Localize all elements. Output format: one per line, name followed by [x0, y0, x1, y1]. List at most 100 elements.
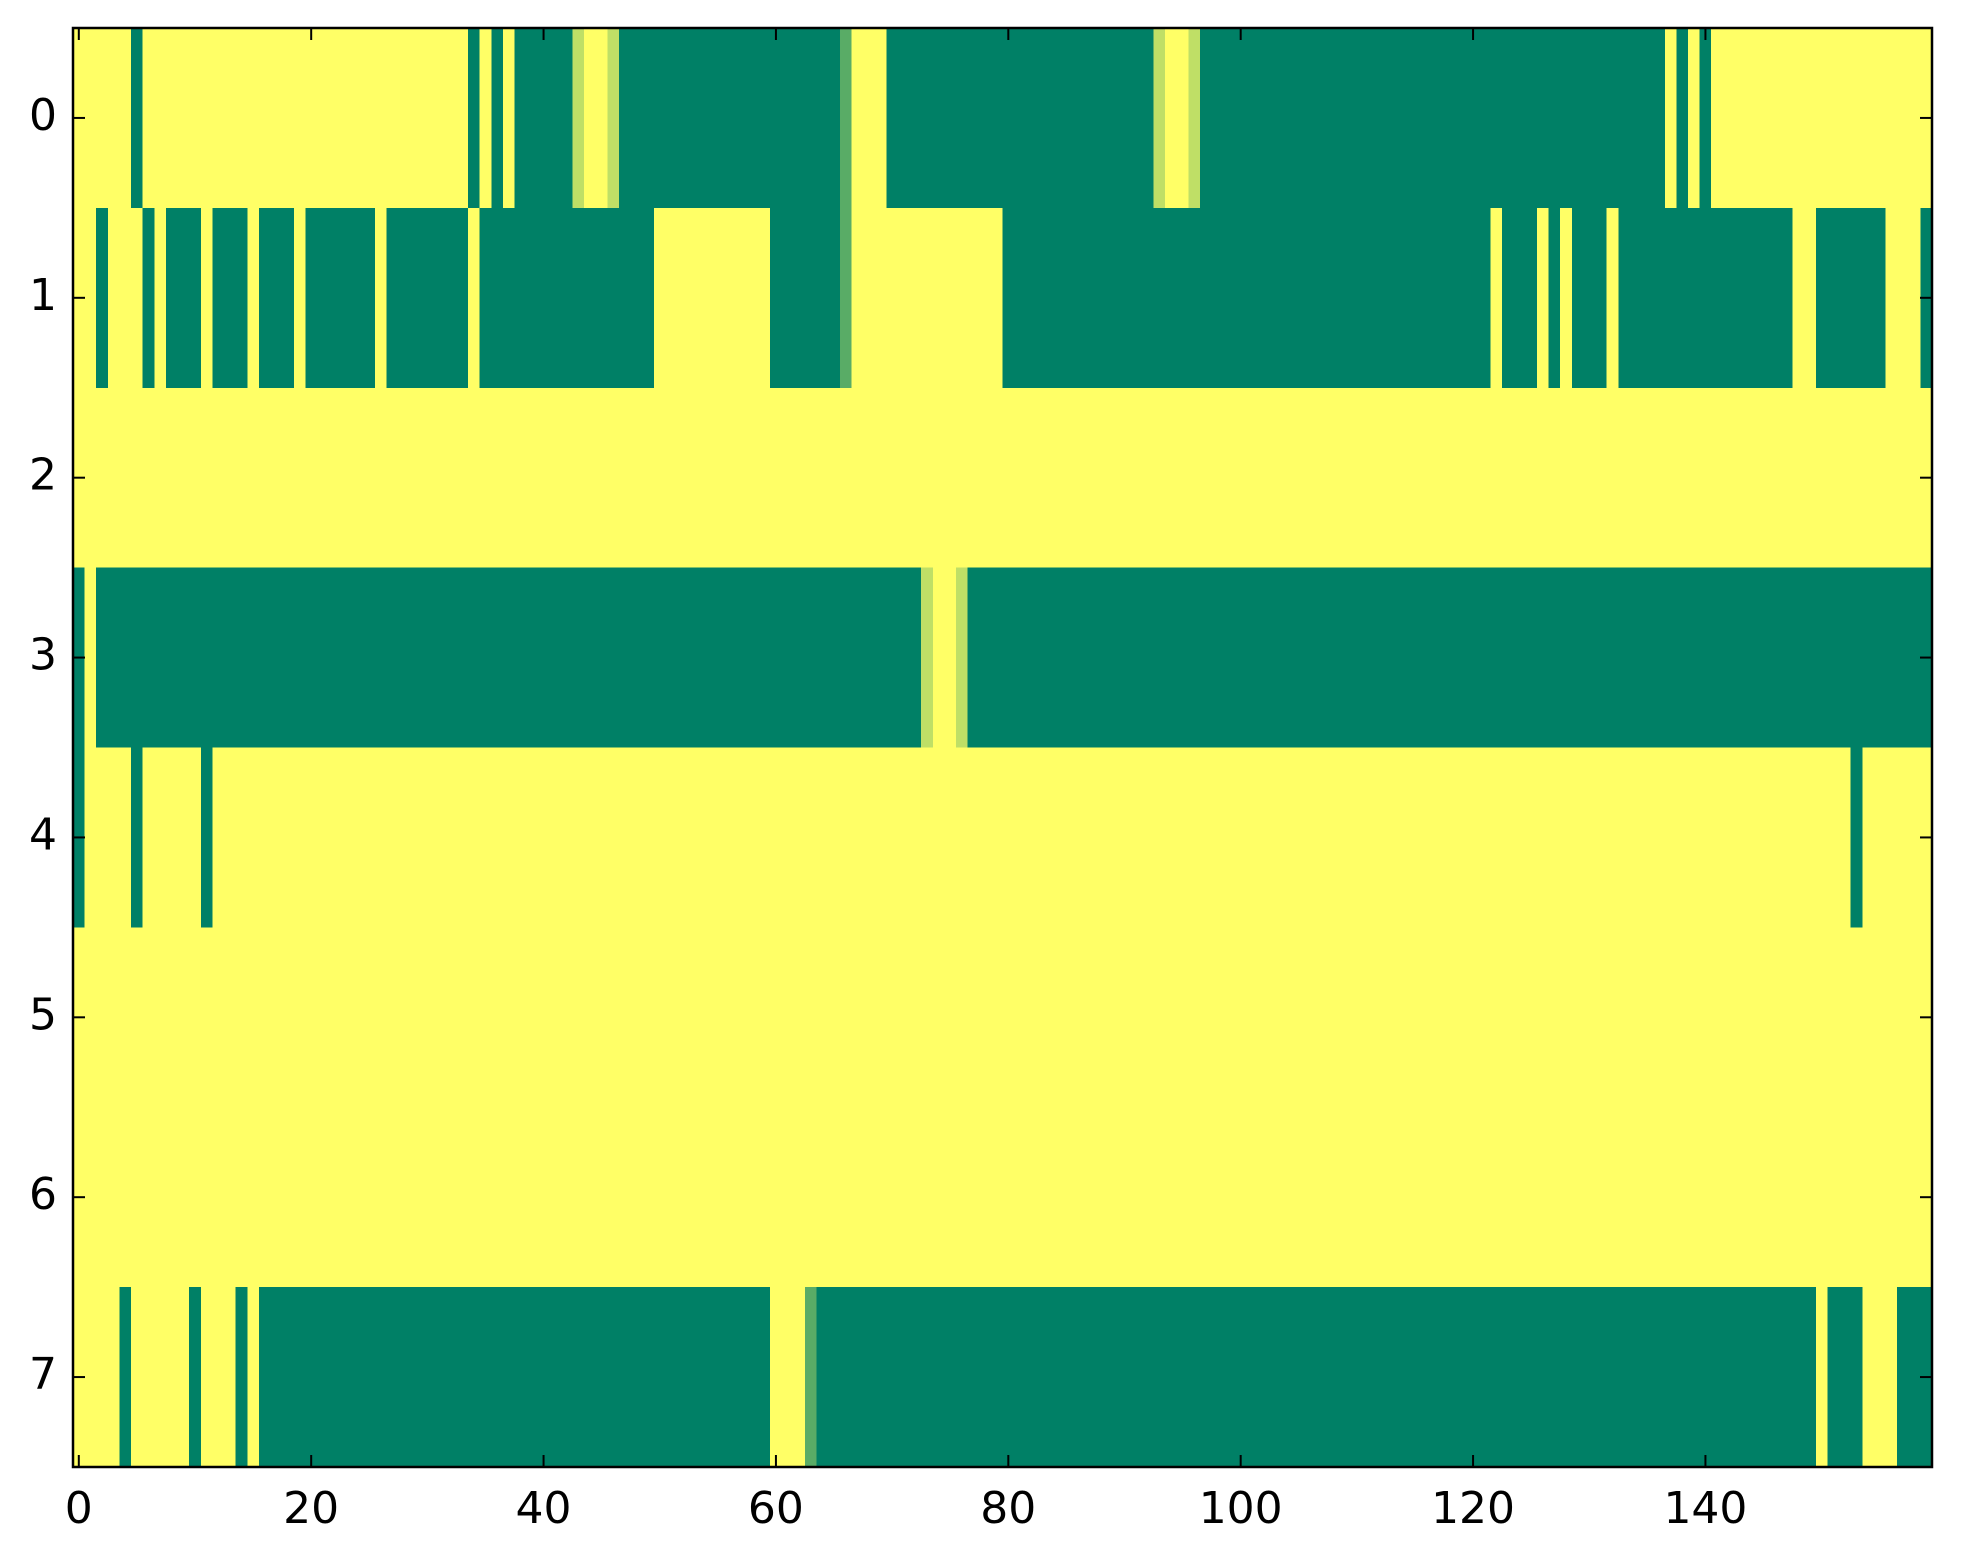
cell — [1711, 1107, 1724, 1288]
cell — [781, 1107, 794, 1288]
cell — [491, 747, 504, 928]
cell — [258, 387, 272, 569]
cell — [979, 1107, 992, 1288]
cell — [1862, 387, 1875, 569]
cell — [886, 28, 899, 209]
cell — [1839, 1107, 1852, 1288]
cell — [1037, 747, 1050, 928]
cell — [549, 28, 562, 209]
cell — [1734, 567, 1747, 749]
x-tick-label: 80 — [980, 1483, 1036, 1534]
cell — [1420, 567, 1433, 749]
cell — [886, 567, 899, 749]
cell — [630, 207, 643, 389]
cell — [119, 207, 132, 389]
cell — [1432, 567, 1445, 749]
cell — [1083, 28, 1097, 209]
cell — [688, 747, 702, 928]
cell — [1664, 207, 1677, 389]
cell — [1885, 28, 1898, 209]
cell — [956, 747, 969, 928]
cell — [363, 28, 376, 209]
cell — [1176, 567, 1189, 749]
cell — [1304, 927, 1317, 1108]
cell — [630, 28, 643, 209]
cell — [909, 927, 922, 1108]
cell — [1676, 1107, 1689, 1288]
cell — [282, 927, 295, 1108]
cell — [537, 387, 550, 569]
cell — [1327, 927, 1341, 1108]
cell — [340, 1287, 353, 1468]
cell — [560, 567, 574, 749]
cell — [1188, 387, 1201, 569]
cell — [131, 1287, 144, 1468]
cell — [1746, 1107, 1759, 1288]
cell — [293, 387, 306, 569]
cell — [1037, 28, 1050, 209]
cell — [1130, 567, 1143, 749]
cell — [549, 207, 562, 389]
cell — [1107, 1107, 1120, 1288]
cell — [1048, 387, 1062, 569]
cell — [921, 387, 934, 569]
cell — [1409, 1107, 1422, 1288]
cell — [96, 567, 109, 749]
cell — [1188, 747, 1201, 928]
cell — [363, 1107, 376, 1288]
cell — [1246, 747, 1259, 928]
cell — [1850, 387, 1863, 569]
cell — [1095, 1107, 1108, 1288]
cell — [1676, 1287, 1689, 1468]
cell — [1292, 747, 1306, 928]
cell — [642, 1107, 655, 1288]
cell — [165, 927, 179, 1108]
cell — [828, 927, 841, 1108]
cell — [328, 28, 341, 209]
cell — [1432, 1107, 1445, 1288]
cell — [595, 567, 609, 749]
cell — [270, 28, 283, 209]
cell — [282, 1107, 295, 1288]
cell — [1815, 927, 1829, 1108]
cell — [1455, 567, 1468, 749]
cell — [1200, 1107, 1213, 1288]
cell — [247, 1287, 260, 1468]
cell — [851, 747, 864, 928]
cell — [1502, 927, 1515, 1108]
cell — [828, 1287, 841, 1468]
cell — [107, 747, 121, 928]
cell — [409, 1287, 423, 1468]
cell — [1258, 927, 1271, 1108]
cell — [1200, 927, 1213, 1108]
cell — [1897, 927, 1910, 1108]
cell — [723, 1287, 736, 1468]
cell — [793, 1287, 806, 1468]
cell — [1746, 387, 1759, 569]
cell — [1234, 567, 1248, 749]
cell — [189, 927, 202, 1108]
cell — [607, 1287, 620, 1468]
cell — [1583, 387, 1596, 569]
cell — [293, 207, 306, 389]
cell — [1908, 1287, 1921, 1468]
cell — [619, 1287, 632, 1468]
cell — [874, 1287, 887, 1468]
cell — [1374, 1287, 1387, 1468]
cell — [1513, 567, 1526, 749]
cell — [282, 747, 295, 928]
x-tick-label: 20 — [283, 1483, 339, 1534]
cell — [584, 1287, 597, 1468]
cell — [746, 387, 760, 569]
cell — [177, 927, 190, 1108]
cell — [258, 207, 272, 389]
cell — [1711, 747, 1724, 928]
cell — [897, 567, 911, 749]
cell — [1269, 207, 1282, 389]
cell — [1072, 28, 1085, 209]
cell — [1374, 567, 1387, 749]
cell — [1292, 927, 1306, 1108]
cell — [537, 747, 550, 928]
cell — [1676, 207, 1689, 389]
cell — [897, 207, 911, 389]
